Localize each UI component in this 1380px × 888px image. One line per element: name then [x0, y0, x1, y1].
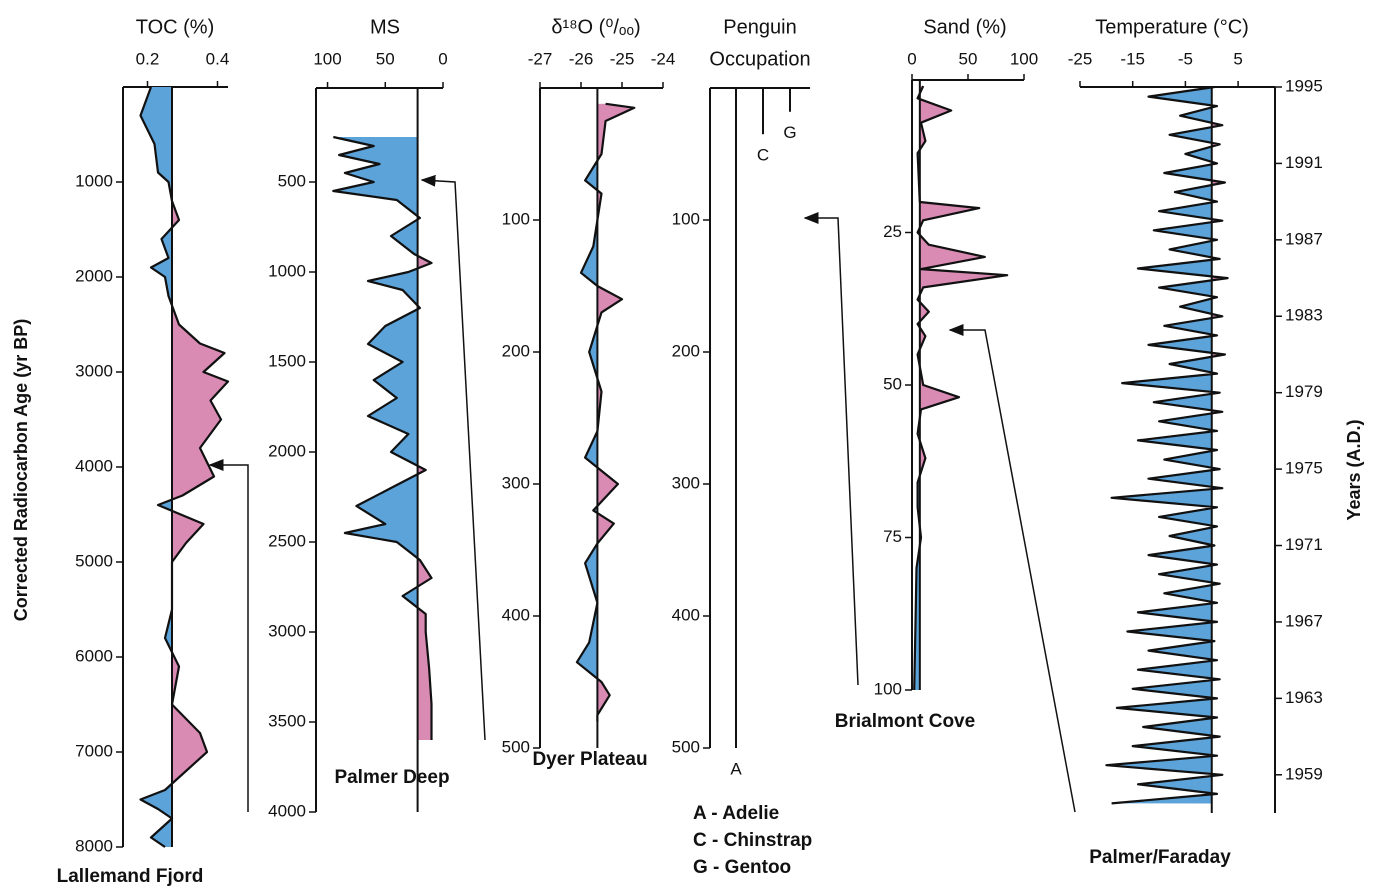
y-tick-label: 3500: [268, 711, 306, 730]
y-axis-title: Corrected Radiocarbon Age (yr BP): [11, 319, 31, 621]
y-tick-label: 200: [502, 341, 530, 360]
chart-title: TOC (%): [136, 16, 215, 38]
x-tick-label: 0: [907, 49, 916, 68]
x-tick-label: -24: [651, 49, 676, 68]
area-fill-left: [140, 87, 172, 847]
x-tick-label: -26: [569, 49, 594, 68]
data-line: [139, 86, 230, 848]
area-fill-left: [576, 103, 598, 722]
y-tick-label: 1971: [1285, 535, 1323, 554]
y-tick-label: 25: [883, 222, 902, 241]
data-line: [575, 102, 636, 722]
y-tick-label: 1987: [1285, 229, 1323, 248]
y-tick-label: 1000: [75, 171, 113, 190]
connector-arrows: [208, 174, 1076, 813]
area-fill-right: [172, 87, 228, 847]
x-tick-label: 5: [1233, 49, 1242, 68]
occupation-label: A: [730, 759, 742, 778]
chart-title: Occupation: [709, 48, 810, 70]
y-tick-label: 1975: [1285, 459, 1323, 478]
data-line: [332, 135, 433, 740]
y-tick-label: 2500: [268, 531, 306, 550]
site-label: Palmer Deep: [334, 767, 449, 788]
y-tick-label: 1979: [1285, 382, 1323, 401]
y-tick-label: 500: [502, 737, 530, 756]
y-tick-label: 1963: [1285, 688, 1323, 707]
occupation-label: G: [783, 123, 796, 142]
y-tick-label: 2000: [75, 266, 113, 285]
x-tick-label: -25: [610, 49, 635, 68]
y-tick-label: 4000: [75, 456, 113, 475]
x-tick-label: 50: [376, 49, 395, 68]
legend-entry: A - Adelie: [693, 803, 779, 824]
y-tick-label: 500: [278, 171, 306, 190]
x-tick-label: 100: [313, 49, 341, 68]
y-tick-label: 100: [874, 679, 902, 698]
site-label: Dyer Plateau: [532, 749, 647, 770]
site-label: Brialmont Cove: [835, 711, 975, 732]
y-tick-label: 7000: [75, 741, 113, 760]
arrow: [803, 212, 859, 686]
arrow: [420, 174, 486, 741]
x-tick-label: -27: [528, 49, 553, 68]
site-label: Lallemand Fjord: [57, 866, 204, 887]
legend-entry: G - Gentoo: [693, 857, 791, 878]
y-tick-label: 3000: [268, 621, 306, 640]
y-tick-label: 1967: [1285, 611, 1323, 630]
y-tick-label: 1995: [1285, 76, 1323, 95]
x-tick-label: 0: [438, 49, 447, 68]
y-tick-label: 500: [672, 737, 700, 756]
site-label: Palmer/Faraday: [1089, 847, 1231, 868]
area-fill-left: [1106, 87, 1212, 804]
y-tick-label: 300: [672, 473, 700, 492]
x-tick-label: 100: [1010, 49, 1038, 68]
y-tick-label: 300: [502, 473, 530, 492]
y-tick-label: 1000: [268, 261, 306, 280]
x-tick-label: -25: [1068, 49, 1093, 68]
y-tick-label: 1983: [1285, 306, 1323, 325]
y-tick-label: 1500: [268, 351, 306, 370]
y-tick-label: 5000: [75, 551, 113, 570]
legend-entry: C - Chinstrap: [693, 830, 812, 851]
y-tick-label: 6000: [75, 646, 113, 665]
chart-title: Sand (%): [923, 16, 1006, 38]
y-tick-label: 50: [883, 374, 902, 393]
y-tick-label: 4000: [268, 801, 306, 820]
y-tick-label: 400: [672, 605, 700, 624]
y-tick-label: 2000: [268, 441, 306, 460]
chart-title: δ¹⁸O (⁰/ₒₒ): [551, 16, 640, 38]
area-fill-right: [597, 103, 635, 715]
occupation-label: C: [757, 146, 769, 165]
x-tick-label: 50: [959, 49, 978, 68]
chart-title: Penguin: [723, 16, 796, 38]
data-line: [1105, 85, 1229, 805]
y-tick-label: 8000: [75, 836, 113, 855]
chart-title: MS: [370, 16, 400, 38]
chart-title: Temperature (°C): [1095, 16, 1249, 38]
y-tick-label: 1959: [1285, 764, 1323, 783]
y-tick-label: 3000: [75, 361, 113, 380]
y-tick-label: 100: [502, 209, 530, 228]
arrow: [208, 459, 249, 812]
x-tick-label: -5: [1178, 49, 1193, 68]
x-tick-label: -15: [1120, 49, 1145, 68]
y-tick-label: 1991: [1285, 153, 1323, 172]
area-fill-right: [919, 86, 1008, 546]
y-tick-label: 400: [502, 605, 530, 624]
y-tick-label: 100: [672, 209, 700, 228]
y-tick-label: 75: [883, 527, 902, 546]
x-tick-label: 0.2: [136, 49, 160, 68]
y-axis-title: Years (A.D.): [1344, 419, 1364, 520]
arrow: [948, 324, 1076, 813]
data-line: [913, 85, 1009, 691]
y-tick-label: 200: [672, 341, 700, 360]
x-tick-label: 0.4: [206, 49, 230, 68]
